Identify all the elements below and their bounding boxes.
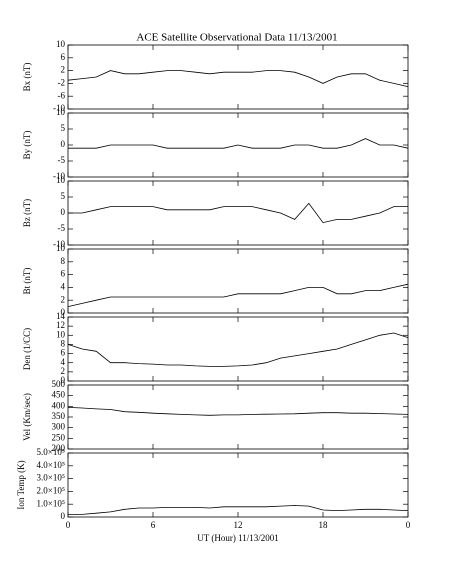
y-tick-label: 10 [56, 39, 66, 49]
y-tick-label: 0 [61, 511, 66, 521]
x-tick-label: 0 [406, 520, 411, 530]
y-tick-label: 8 [61, 338, 66, 348]
y-tick-label: 4 [61, 357, 66, 367]
y-tick-label: 12 [56, 320, 65, 330]
y-tick-label: -6 [58, 90, 66, 100]
y-tick-label: 250 [52, 432, 66, 442]
y-axis-label: Bz (nT) [22, 199, 32, 227]
y-tick-label: 200 [52, 443, 66, 453]
y-tick-label: 14 [56, 311, 66, 321]
y-tick-label: 0 [61, 307, 66, 317]
y-tick-label: 2 [61, 294, 66, 304]
y-tick-label: 1.0×10⁵ [37, 498, 65, 508]
y-tick-label: 5.0×10⁵ [37, 447, 65, 457]
data-line [68, 138, 409, 149]
x-tick-label: 12 [234, 520, 243, 530]
x-axis-label: UT (Hour) 11/13/2001 [197, 533, 279, 543]
y-axis-label: Bt (nT) [22, 268, 32, 295]
y-tick-label: 500 [52, 379, 66, 389]
data-line [67, 332, 409, 367]
data-line [67, 283, 409, 307]
y-tick-label: 4.0×10⁵ [37, 460, 65, 470]
data-line [67, 70, 409, 87]
y-tick-label: 0 [61, 207, 66, 217]
y-tick-label: 10 [56, 175, 66, 185]
y-tick-label: 5 [61, 191, 66, 201]
y-tick-label: 0 [61, 139, 66, 149]
x-tick-label: 18 [319, 520, 329, 530]
y-tick-label: 8 [61, 256, 66, 266]
y-tick-label: 10 [56, 243, 66, 253]
data-line [67, 407, 409, 416]
y-tick-label: 400 [52, 400, 66, 410]
y-axis-label: Den (1/CC) [22, 328, 32, 370]
y-axis-label: By (nT) [22, 131, 32, 160]
y-tick-label: 3.0×10⁵ [37, 473, 65, 483]
y-tick-label: -5 [58, 223, 66, 233]
y-tick-label: -10 [53, 171, 65, 181]
y-tick-label: 300 [52, 422, 66, 432]
data-line [68, 505, 409, 515]
y-tick-label: 6 [61, 348, 66, 358]
y-tick-label: 4 [61, 281, 66, 291]
y-axis-label: Vel (Km/sec) [22, 393, 32, 441]
y-tick-label: 10 [56, 329, 66, 339]
y-tick-label: 2.0×10⁵ [37, 485, 65, 495]
y-tick-label: -10 [53, 103, 65, 113]
chart-title: ACE Satellite Observational Data 11/13/2… [136, 32, 337, 44]
y-tick-label: 10 [56, 107, 66, 117]
y-tick-label: -2 [58, 77, 66, 87]
y-tick-label: 2 [61, 366, 66, 376]
y-axis-label: Bx (nT) [22, 63, 32, 92]
y-tick-label: 6 [61, 52, 66, 62]
data-line [68, 202, 408, 224]
y-tick-label: 350 [52, 411, 66, 421]
y-tick-label: 6 [61, 269, 66, 279]
y-tick-label: 5 [61, 123, 66, 133]
y-tick-label: 2 [61, 65, 66, 75]
y-tick-label: -10 [53, 239, 65, 249]
y-axis-label: Ion Temp (K) [16, 460, 26, 509]
x-tick-label: 6 [151, 520, 156, 530]
y-tick-label: -5 [58, 155, 66, 165]
y-tick-label: 0 [61, 375, 66, 385]
x-tick-label: 0 [66, 520, 71, 530]
y-tick-label: 450 [52, 390, 66, 400]
